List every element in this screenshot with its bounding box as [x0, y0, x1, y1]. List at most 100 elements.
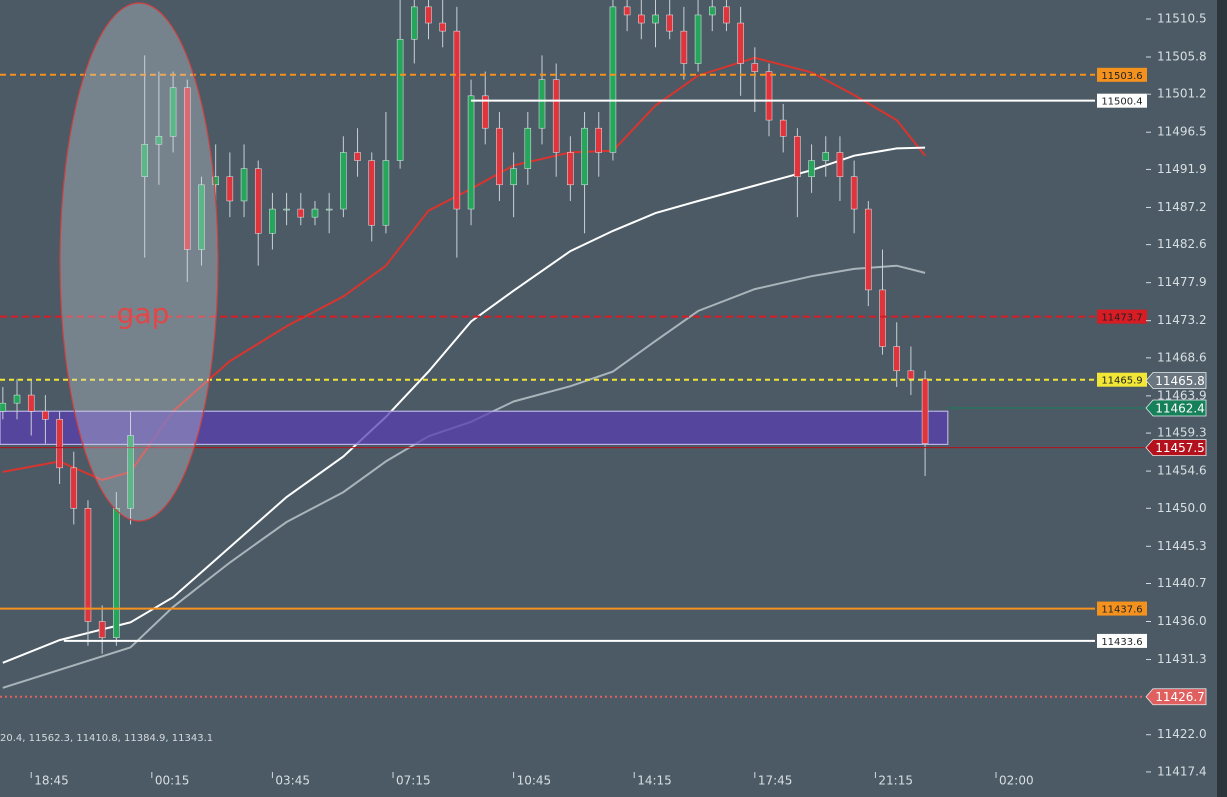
- candle-body: [652, 14, 659, 24]
- candle-body: [42, 410, 49, 420]
- candle-body: [198, 184, 205, 250]
- candle-body: [283, 208, 290, 211]
- price-tag: [1145, 372, 1207, 389]
- y-tick-label: 11454.6: [1157, 464, 1207, 478]
- candle-body: [552, 79, 560, 153]
- candle-body: [127, 435, 134, 509]
- candle-body: [694, 14, 702, 64]
- candle-body: [808, 160, 815, 177]
- level-tag-label: 11433.6: [1101, 637, 1142, 648]
- y-tick-label: 11445.3: [1157, 539, 1207, 553]
- axis-layer: 11503.6 11500.4 11473.7 11465.9 11437.6 11433…: [30, 12, 1207, 788]
- x-tick-label: 03:45: [275, 774, 310, 788]
- level-tag: [1097, 372, 1147, 387]
- price-tag: [1145, 688, 1207, 706]
- price-tag-label: 11457.5: [1155, 441, 1205, 455]
- candle-body: [581, 127, 588, 186]
- level-layer: [0, 67, 1147, 698]
- candle-body: [865, 208, 872, 291]
- price-tag-label: 11465.8: [1155, 374, 1205, 388]
- x-tick-label: 14:15: [637, 774, 672, 788]
- x-tick-label: 17:45: [758, 774, 793, 788]
- level-tag-label: 11500.4: [1101, 97, 1142, 108]
- x-tick-label: 02:00: [999, 774, 1034, 788]
- candle-body: [155, 136, 163, 145]
- level-tag-label: 11503.6: [1101, 71, 1142, 82]
- y-tick-label: 11468.6: [1157, 350, 1207, 364]
- candle-body: [184, 87, 191, 250]
- candle-body: [481, 95, 489, 129]
- y-tick-label: 11505.8: [1157, 50, 1207, 64]
- y-tick-label: 11477.9: [1157, 275, 1207, 289]
- candle-layer: [0, 0, 929, 654]
- candle-body: [879, 289, 886, 347]
- candle-body: [368, 160, 375, 226]
- candle-body: [0, 402, 7, 412]
- level-tag: [1097, 93, 1147, 108]
- candle-body: [439, 22, 446, 32]
- annotation: gap: [117, 297, 170, 330]
- candle-body: [340, 152, 347, 210]
- candle-body: [396, 38, 404, 161]
- y-tick-label: 11491.9: [1157, 162, 1207, 176]
- candle-body: [226, 176, 234, 202]
- candle-body: [794, 136, 801, 177]
- candle-body: [567, 152, 574, 186]
- candle-body: [751, 63, 759, 72]
- candle-body: [297, 208, 305, 218]
- y-tick-label: 11501.2: [1157, 87, 1207, 101]
- level-tag: [1097, 309, 1147, 324]
- candle-body: [510, 168, 517, 186]
- info-text: 20.4, 11562.3, 11410.8, 11384.9, 11343.1: [0, 733, 213, 744]
- candle-body: [638, 14, 645, 24]
- zone: [0, 410, 949, 445]
- candle-body: [311, 208, 319, 218]
- x-tick-label: 07:15: [396, 774, 431, 788]
- candle-body: [240, 168, 248, 202]
- candle-body: [907, 370, 915, 380]
- candle-body: [680, 30, 688, 64]
- level-tag-label: 11437.6: [1101, 605, 1142, 616]
- candle-body: [836, 152, 844, 177]
- candle-body: [141, 144, 148, 177]
- candle-body: [425, 6, 432, 24]
- y-tick-label: 11459.3: [1157, 426, 1207, 440]
- y-tick-label: 11463.9: [1157, 388, 1207, 402]
- moving-average: [2, 264, 926, 689]
- y-tick-label: 11417.4: [1157, 764, 1207, 778]
- price-tag-label: 11462.4: [1155, 402, 1205, 416]
- candle-body: [212, 176, 219, 186]
- x-tick-label: 10:45: [517, 774, 552, 788]
- level-tag: [1097, 67, 1147, 82]
- y-tick-label: 11496.5: [1157, 125, 1207, 139]
- candle-body: [666, 14, 673, 32]
- candle-body: [723, 6, 730, 24]
- candle-body: [538, 79, 546, 129]
- candle-body: [325, 208, 333, 211]
- candle-body: [595, 127, 602, 153]
- candle-body: [98, 621, 106, 638]
- candle-body: [496, 127, 503, 186]
- candle-body: [382, 160, 390, 226]
- x-tick-label: 18:45: [34, 774, 69, 788]
- candle-body: [354, 152, 361, 161]
- candle-body: [623, 6, 631, 16]
- y-tick-label: 11487.2: [1157, 200, 1207, 214]
- candle-body: [169, 87, 177, 137]
- y-tick-label: 11473.2: [1157, 313, 1207, 327]
- y-tick-label: 11422.0: [1157, 727, 1207, 741]
- level-tag: [1097, 601, 1147, 616]
- candle-body: [921, 378, 929, 444]
- level-tag-label: 11465.9: [1101, 376, 1142, 387]
- candle-body: [70, 467, 78, 509]
- candle-body: [269, 208, 276, 234]
- y-tick-label: 11482.6: [1157, 237, 1207, 251]
- candle-body: [822, 152, 830, 161]
- candle-body: [893, 346, 900, 372]
- y-tick-label: 11440.7: [1157, 576, 1207, 590]
- y-tick-label: 11450.0: [1157, 501, 1207, 515]
- price-tag: [1145, 399, 1207, 417]
- candle-body: [113, 508, 120, 638]
- candle-body: [453, 30, 461, 210]
